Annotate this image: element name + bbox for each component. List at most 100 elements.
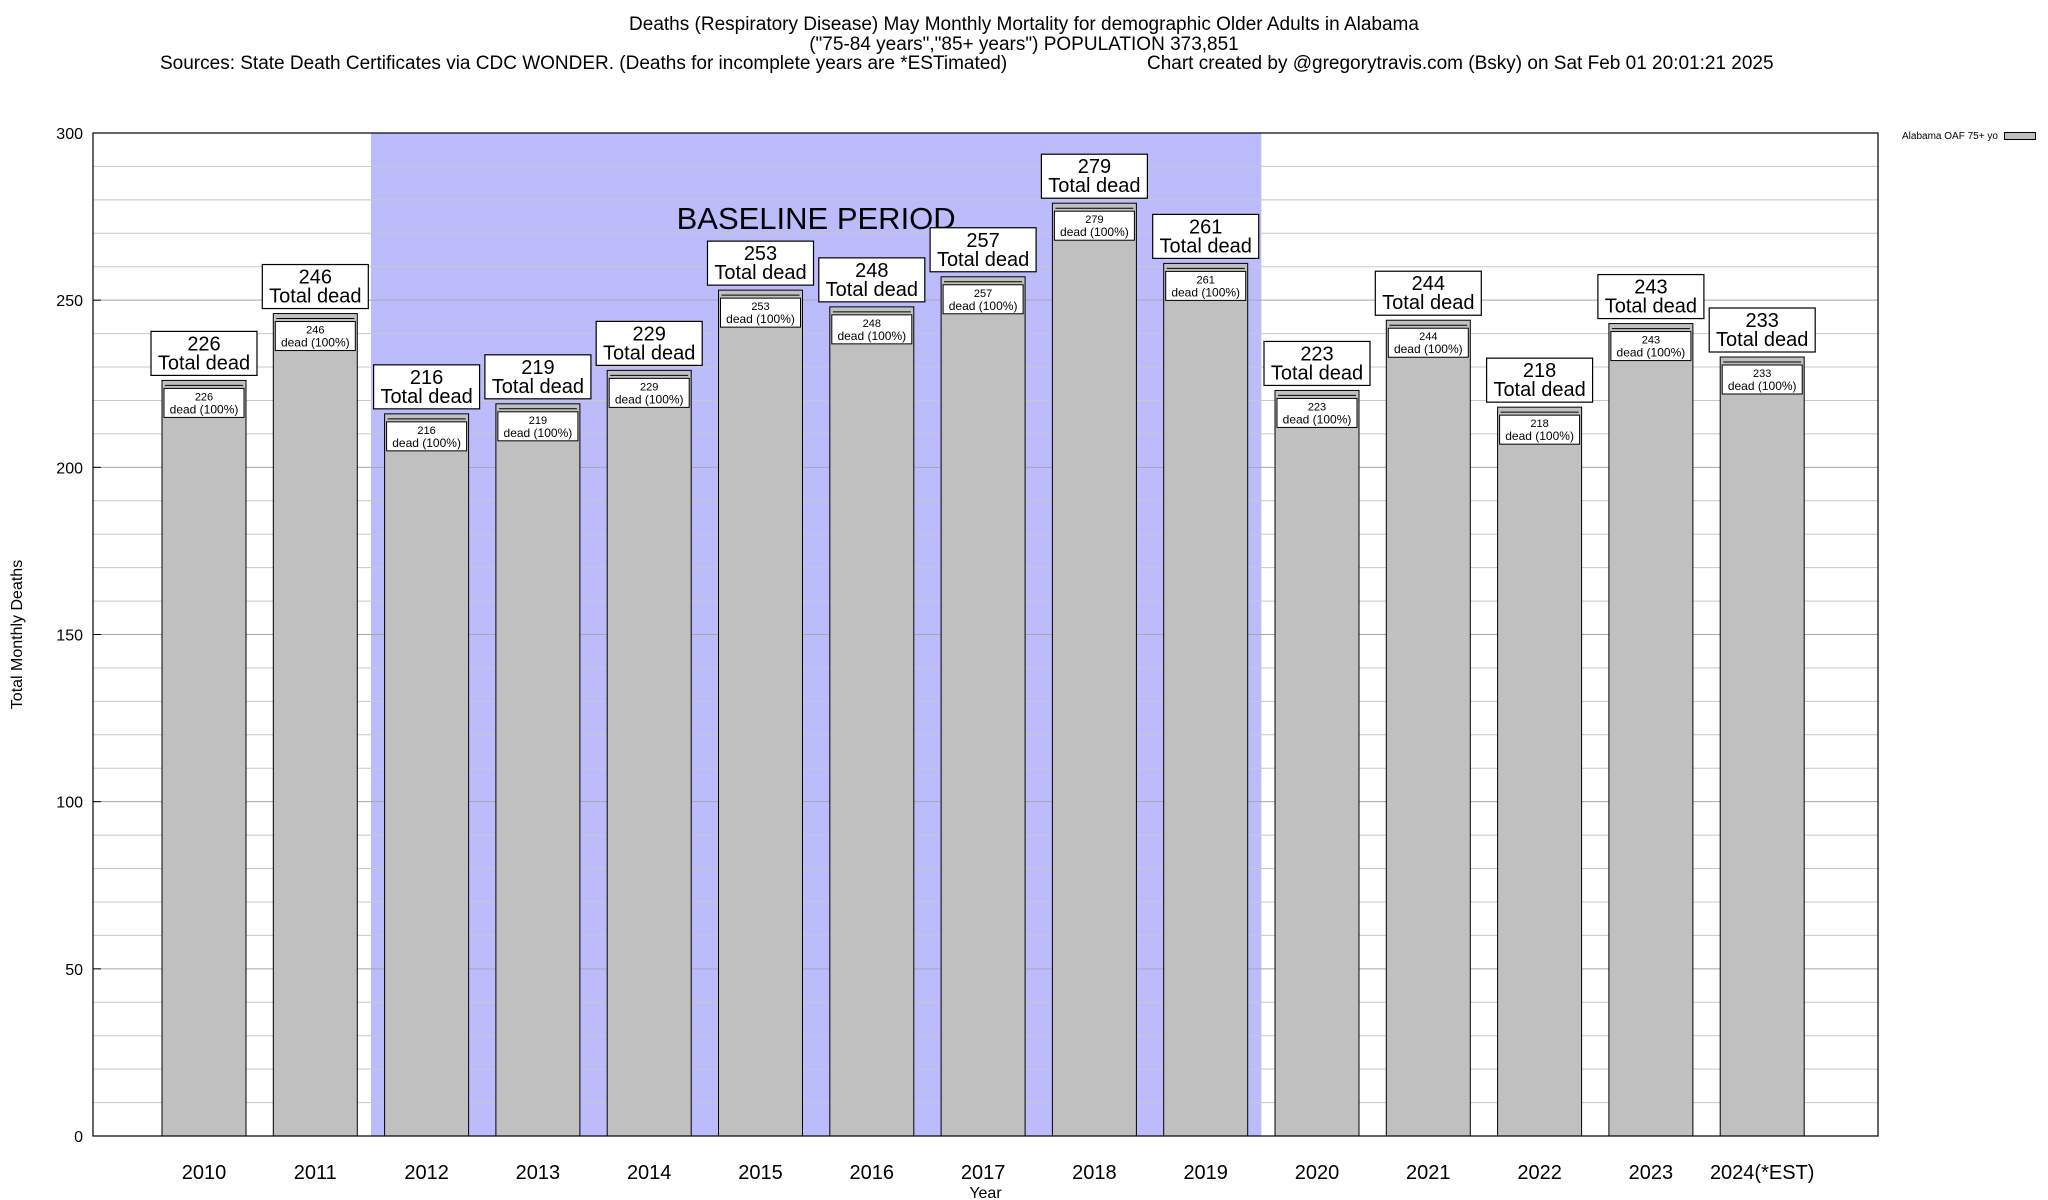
x-tick-label: 2016 [850, 1162, 895, 1184]
bar [940, 276, 1026, 1137]
inner-value-label: 248 [863, 318, 881, 330]
bar [272, 313, 358, 1137]
x-tick-label: 2014 [627, 1162, 672, 1184]
inner-value-label: 244 [1419, 331, 1437, 343]
bar [1385, 319, 1471, 1137]
total-value-label: 253 [744, 243, 777, 265]
total-value-label: 248 [855, 260, 888, 282]
bar [1051, 202, 1137, 1137]
inner-label-box [497, 411, 579, 442]
x-tick-label: 2024(*EST) [1710, 1162, 1815, 1184]
inner-value-label: 246 [306, 325, 324, 337]
total-dead-label: Total dead [1716, 329, 1808, 351]
x-tick-label: 2020 [1295, 1162, 1340, 1184]
inner-value-label: 229 [640, 381, 658, 393]
inner-label-box [386, 421, 468, 452]
inner-percent-label: dead (100%) [170, 402, 239, 416]
chart-title-line2: ("75-84 years","85+ years") POPULATION 3… [809, 34, 1239, 55]
inner-label-box [1165, 270, 1247, 301]
inner-percent-label: dead (100%) [1728, 379, 1797, 393]
inner-value-label: 216 [417, 425, 435, 437]
x-tick-label: 2010 [182, 1162, 227, 1184]
inner-percent-label: dead (100%) [392, 436, 461, 450]
total-dead-label: Total dead [1048, 175, 1140, 197]
inner-label-box [1387, 327, 1469, 358]
total-dead-label: Total dead [826, 279, 918, 301]
total-label-box [150, 330, 258, 377]
x-tick-label: 2023 [1629, 1162, 1674, 1184]
bar [1274, 389, 1360, 1137]
y-tick-label: 0 [74, 1129, 83, 1146]
total-value-label: 218 [1523, 360, 1556, 382]
total-value-label: 223 [1300, 343, 1333, 365]
total-dead-label: Total dead [1271, 362, 1363, 384]
total-value-label: 219 [521, 357, 554, 379]
total-value-label: 229 [633, 323, 666, 345]
inner-value-label: 261 [1197, 274, 1215, 286]
y-tick-label: 150 [56, 628, 83, 645]
inner-label-box [1053, 210, 1135, 241]
inner-percent-label: dead (100%) [281, 336, 350, 350]
total-label-box [1708, 307, 1816, 353]
bar [1608, 323, 1694, 1137]
total-value-label: 246 [299, 267, 332, 289]
inner-label-box [608, 377, 690, 408]
inner-label-box [942, 284, 1024, 315]
total-dead-label: Total dead [269, 286, 361, 308]
total-value-label: 257 [966, 230, 999, 252]
total-value-label: 261 [1189, 216, 1222, 238]
chart-credit: Chart created by @gregorytravis.com (Bsk… [1147, 53, 1774, 74]
total-label-box [818, 257, 926, 303]
total-label-box [1485, 357, 1594, 403]
inner-label-box [1721, 364, 1803, 395]
total-dead-label: Total dead [1605, 296, 1697, 318]
inner-label-box [720, 297, 801, 328]
inner-percent-label: dead (100%) [726, 312, 795, 326]
inner-percent-label: dead (100%) [949, 299, 1018, 313]
total-dead-label: Total dead [937, 249, 1029, 271]
inner-percent-label: dead (100%) [1060, 225, 1129, 239]
total-dead-label: Total dead [603, 342, 695, 364]
inner-value-label: 243 [1642, 335, 1660, 347]
inner-label-box [1610, 331, 1692, 362]
total-label-box [1263, 340, 1371, 387]
bar [495, 403, 581, 1137]
x-tick-label: 2011 [294, 1162, 337, 1184]
total-label-box [1040, 153, 1149, 199]
total-dead-label: Total dead [380, 386, 472, 408]
legend-swatch [2003, 132, 2036, 141]
y-tick-label: 100 [56, 795, 83, 812]
total-dead-label: Total dead [1382, 292, 1474, 314]
x-tick-label: 2015 [738, 1162, 783, 1184]
inner-percent-label: dead (100%) [1394, 342, 1463, 356]
inner-value-label: 257 [974, 288, 992, 300]
total-dead-label: Total dead [1160, 235, 1252, 257]
y-axis-label: Total Monthly Deaths [9, 560, 26, 709]
x-tick-label: 2022 [1517, 1162, 1562, 1184]
bar [384, 413, 470, 1137]
total-value-label: 243 [1634, 277, 1667, 299]
y-tick-label: 50 [65, 962, 83, 979]
inner-percent-label: dead (100%) [1283, 412, 1352, 426]
legend: Alabama OAF 75+ yo [1902, 131, 2036, 142]
inner-label-box [1499, 414, 1581, 445]
total-dead-label: Total dead [492, 376, 584, 398]
chart-sources: Sources: State Death Certificates via CD… [160, 53, 1008, 74]
bar [606, 369, 692, 1137]
inner-percent-label: dead (100%) [1617, 346, 1686, 360]
bar [718, 289, 803, 1137]
inner-percent-label: dead (100%) [504, 426, 573, 440]
inner-value-label: 218 [1530, 418, 1548, 430]
inner-percent-label: dead (100%) [615, 392, 684, 406]
baseline-label: BASELINE PERIOD [677, 201, 956, 236]
y-tick-label: 250 [56, 293, 83, 310]
inner-value-label: 233 [1753, 368, 1771, 380]
total-label-box [261, 263, 369, 310]
total-label-box [1597, 273, 1705, 320]
total-label-box [595, 320, 703, 366]
inner-label-box [831, 314, 913, 345]
x-tick-label: 2013 [516, 1162, 561, 1184]
inner-percent-label: dead (100%) [1505, 429, 1574, 443]
x-tick-label: 2018 [1072, 1162, 1117, 1184]
